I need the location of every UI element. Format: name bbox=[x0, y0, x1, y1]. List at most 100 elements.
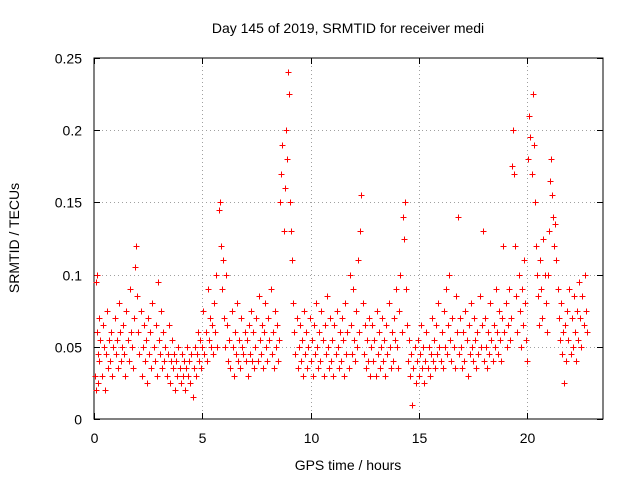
data-point bbox=[285, 69, 292, 76]
y-axis-label: SRMTID / TECUs bbox=[6, 183, 22, 293]
data-point bbox=[441, 308, 448, 315]
data-point bbox=[260, 365, 267, 372]
data-point bbox=[337, 329, 344, 336]
data-point bbox=[536, 322, 543, 329]
data-point bbox=[143, 337, 150, 344]
data-point bbox=[373, 373, 380, 380]
data-point bbox=[341, 373, 348, 380]
data-point bbox=[562, 322, 569, 329]
data-point bbox=[458, 344, 465, 351]
data-point bbox=[448, 358, 455, 365]
data-point bbox=[207, 315, 214, 322]
data-point bbox=[243, 358, 250, 365]
data-point bbox=[151, 344, 158, 351]
data-point bbox=[409, 402, 416, 409]
data-point bbox=[438, 358, 445, 365]
y-tick-label: 0.2 bbox=[63, 123, 83, 139]
data-point bbox=[250, 329, 257, 336]
data-point bbox=[262, 300, 269, 307]
data-point bbox=[352, 358, 359, 365]
data-point bbox=[330, 373, 337, 380]
data-point bbox=[470, 358, 477, 365]
data-point bbox=[292, 351, 299, 358]
data-point bbox=[363, 365, 370, 372]
data-point bbox=[237, 365, 244, 372]
data-point bbox=[236, 337, 243, 344]
data-point bbox=[216, 207, 223, 214]
data-point bbox=[268, 286, 275, 293]
data-point bbox=[212, 329, 219, 336]
data-point bbox=[121, 351, 128, 358]
data-point bbox=[160, 329, 167, 336]
data-point bbox=[442, 344, 449, 351]
data-point bbox=[521, 257, 528, 264]
data-point bbox=[371, 337, 378, 344]
data-point bbox=[234, 300, 241, 307]
data-point bbox=[226, 337, 233, 344]
data-point bbox=[213, 272, 220, 279]
x-tick-label: 10 bbox=[304, 430, 320, 446]
data-point bbox=[190, 394, 197, 401]
data-point bbox=[565, 337, 572, 344]
data-point bbox=[307, 315, 314, 322]
data-point bbox=[272, 308, 279, 315]
data-point bbox=[468, 300, 475, 307]
data-point bbox=[566, 286, 573, 293]
data-point bbox=[461, 358, 468, 365]
data-point bbox=[467, 351, 474, 358]
data-point bbox=[395, 365, 402, 372]
y-tick-label: 0.1 bbox=[63, 268, 83, 284]
data-point bbox=[414, 358, 421, 365]
data-point bbox=[393, 286, 400, 293]
data-point bbox=[480, 228, 487, 235]
data-point bbox=[269, 351, 276, 358]
data-point bbox=[413, 380, 420, 387]
data-point bbox=[343, 351, 350, 358]
data-point bbox=[445, 322, 452, 329]
data-point bbox=[535, 293, 542, 300]
data-point bbox=[104, 308, 111, 315]
data-point bbox=[425, 365, 432, 372]
chart-title: Day 145 of 2019, SRMTID for receiver med… bbox=[212, 20, 484, 36]
data-point bbox=[576, 279, 583, 286]
data-point bbox=[434, 351, 441, 358]
data-point bbox=[300, 373, 307, 380]
data-point bbox=[573, 358, 580, 365]
data-point bbox=[370, 358, 377, 365]
data-point bbox=[214, 344, 221, 351]
data-point bbox=[485, 329, 492, 336]
data-point bbox=[533, 243, 540, 250]
data-point bbox=[557, 337, 564, 344]
data-point bbox=[417, 351, 424, 358]
data-point bbox=[167, 380, 174, 387]
data-point bbox=[338, 358, 345, 365]
data-point bbox=[156, 337, 163, 344]
data-point bbox=[436, 344, 443, 351]
data-point bbox=[284, 156, 291, 163]
data-point bbox=[305, 344, 312, 351]
data-point bbox=[314, 344, 321, 351]
data-point bbox=[331, 322, 338, 329]
data-point bbox=[560, 329, 567, 336]
data-point bbox=[360, 300, 367, 307]
data-point bbox=[401, 236, 408, 243]
x-tick-label: 15 bbox=[412, 430, 428, 446]
data-point bbox=[452, 365, 459, 372]
data-point bbox=[198, 365, 205, 372]
data-point bbox=[115, 365, 122, 372]
data-point bbox=[538, 286, 545, 293]
data-point bbox=[140, 344, 147, 351]
data-point bbox=[170, 365, 177, 372]
data-point bbox=[519, 286, 526, 293]
data-point bbox=[399, 329, 406, 336]
data-point bbox=[334, 308, 341, 315]
data-point bbox=[529, 171, 536, 178]
data-point bbox=[569, 315, 576, 322]
data-point bbox=[549, 192, 556, 199]
data-point bbox=[430, 358, 437, 365]
data-point bbox=[547, 178, 554, 185]
data-point bbox=[266, 337, 273, 344]
data-point bbox=[421, 380, 428, 387]
data-point bbox=[548, 156, 555, 163]
data-point bbox=[366, 315, 373, 322]
